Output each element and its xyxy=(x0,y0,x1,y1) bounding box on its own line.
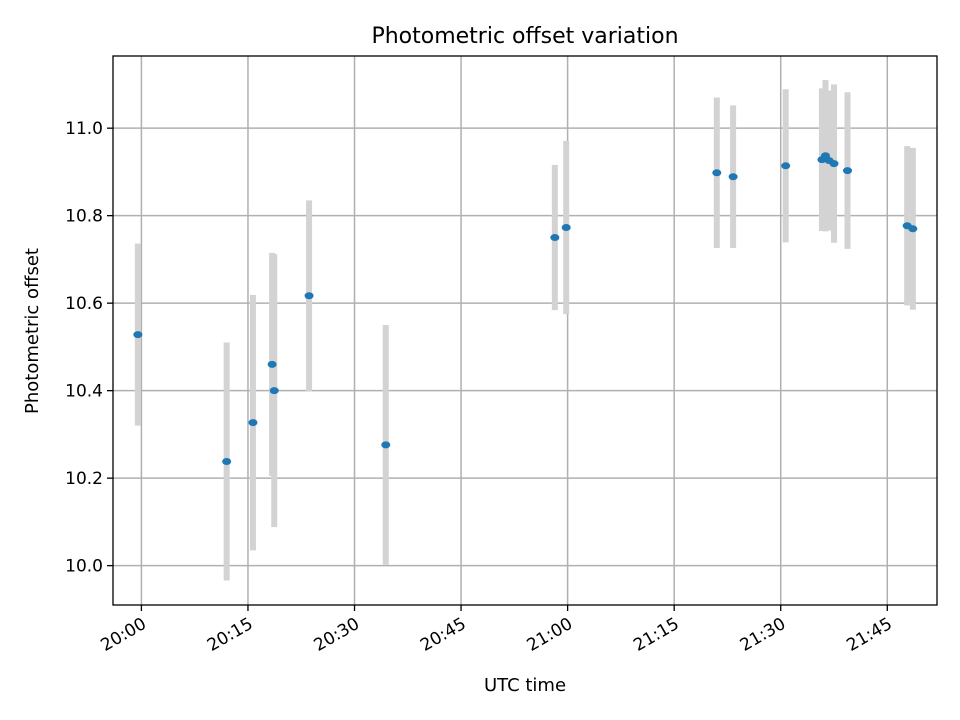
data-points xyxy=(133,152,918,466)
data-point xyxy=(842,167,852,175)
data-point xyxy=(550,234,560,242)
x-tick-label: 20:45 xyxy=(417,614,469,656)
grid-lines xyxy=(113,56,937,605)
axis-ticks: 20:00 20:15 20:30 20:45 21:00 21:15 21:30 21:45… xyxy=(65,119,896,656)
x-tick-label: 21:15 xyxy=(630,614,682,656)
data-point xyxy=(908,225,918,233)
data-point xyxy=(381,441,391,449)
data-point xyxy=(133,331,143,339)
x-tick-label: 20:30 xyxy=(311,614,363,656)
data-point xyxy=(267,360,277,368)
data-point xyxy=(728,173,738,181)
data-point xyxy=(269,387,279,395)
data-point xyxy=(248,419,258,427)
y-axis-label: Photometric offset xyxy=(22,248,43,414)
plot-frame xyxy=(112,55,938,606)
y-tick-label: 10.2 xyxy=(65,469,103,489)
x-tick-label: 21:45 xyxy=(843,614,895,656)
x-tick-label: 21:00 xyxy=(524,614,576,656)
error-bars xyxy=(134,80,916,581)
data-point xyxy=(829,160,839,168)
data-point xyxy=(781,162,791,170)
x-tick-label: 21:30 xyxy=(737,614,789,656)
y-tick-label: 11.0 xyxy=(65,119,103,139)
y-tick-label: 10.4 xyxy=(65,382,103,402)
data-point xyxy=(304,292,314,300)
y-tick-label: 10.6 xyxy=(65,294,103,314)
y-tick-label: 10.0 xyxy=(65,557,103,577)
x-tick-label: 20:00 xyxy=(97,614,149,656)
y-tick-label: 10.8 xyxy=(65,207,103,227)
data-point xyxy=(561,223,571,231)
x-tick-label: 20:15 xyxy=(204,614,256,656)
chart-title: Photometric offset variation xyxy=(371,24,678,49)
x-axis-label: UTC time xyxy=(484,675,566,696)
data-point xyxy=(222,458,232,466)
data-point xyxy=(712,169,722,177)
